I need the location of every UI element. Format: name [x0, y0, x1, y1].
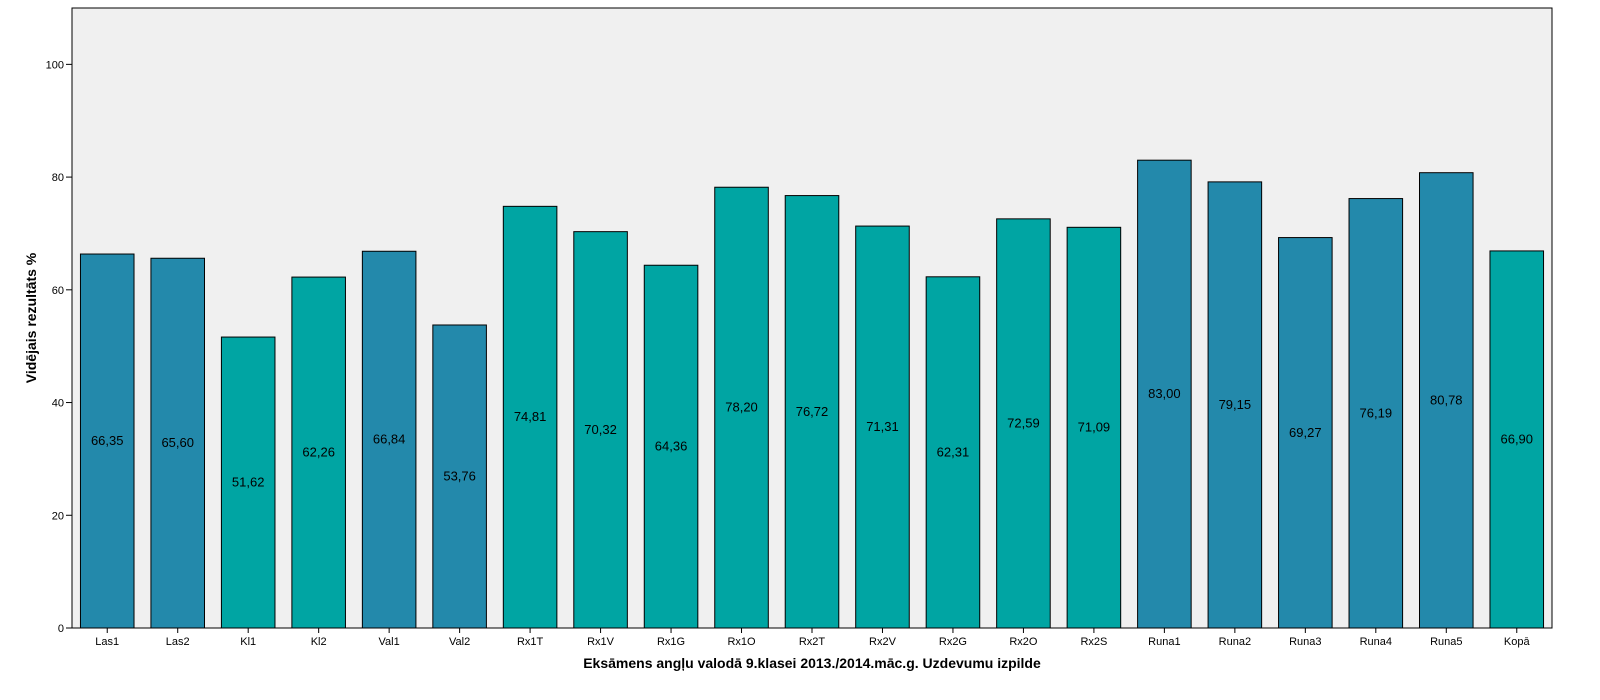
x-tick-label: Kl2 [311, 636, 327, 648]
bar [714, 186, 769, 629]
data-label: 79,15 [1219, 397, 1252, 412]
x-tick-label: Kopā [1504, 636, 1531, 648]
x-tick-label: Runa1 [1148, 636, 1180, 648]
data-label: 74,81 [514, 409, 547, 424]
data-label: 83,00 [1148, 386, 1181, 401]
x-tick-label: Val2 [449, 636, 470, 648]
x-tick-label: Rx2T [799, 636, 826, 648]
data-label: 66,84 [373, 432, 406, 447]
data-label: 72,59 [1007, 415, 1040, 430]
x-tick-label: Rx2S [1080, 636, 1107, 648]
bar [855, 225, 910, 629]
x-tick-label: Runa4 [1360, 636, 1392, 648]
x-tick-label: Rx2V [869, 636, 897, 648]
bar [996, 218, 1051, 629]
data-label: 53,76 [443, 468, 476, 483]
data-label: 76,72 [796, 404, 829, 419]
data-label: 76,19 [1360, 405, 1393, 420]
data-label: 70,32 [584, 422, 617, 437]
x-axis: Las1 Las2 Kl1 Kl2 Val1 Val2 Rx1T Rx1V Rx1G Rx1O Rx… [95, 628, 1530, 648]
x-tick-label: Rx2O [1009, 636, 1038, 648]
bar [573, 231, 628, 629]
data-label: 78,20 [725, 400, 758, 415]
y-tick-label: 80 [52, 172, 64, 184]
x-tick-label: Val1 [379, 636, 400, 648]
data-label: 71,31 [866, 419, 899, 434]
data-label: 62,31 [937, 444, 970, 459]
y-axis: 0 20 40 60 80 100 [46, 59, 72, 635]
bar [925, 276, 981, 629]
bar [1489, 250, 1545, 629]
data-label: 51,62 [232, 475, 265, 490]
x-tick-label: Kl1 [240, 636, 256, 648]
bar [361, 250, 417, 629]
data-label: 65,60 [161, 435, 194, 450]
x-axis-title: Eksāmens angļu valodā 9.klasei 2013./201… [583, 655, 1041, 671]
x-tick-label: Rx1V [587, 636, 615, 648]
bar [79, 253, 135, 629]
data-label: 66,35 [91, 433, 124, 448]
data-label: 66,90 [1500, 431, 1533, 446]
bar [1137, 159, 1192, 629]
x-tick-label: Rx1T [517, 636, 544, 648]
bar [643, 264, 699, 629]
bar [432, 324, 487, 629]
x-tick-label: Runa5 [1430, 636, 1462, 648]
bar [220, 336, 276, 629]
y-axis-title: Vidējais rezultāts % [23, 252, 39, 383]
y-tick-label: 20 [52, 510, 64, 522]
y-tick-label: 60 [52, 285, 64, 297]
bar [1066, 226, 1122, 629]
x-tick-label: Rx1G [657, 636, 685, 648]
bar [291, 276, 346, 629]
x-tick-label: Rx2G [939, 636, 967, 648]
bar [1348, 198, 1404, 629]
y-tick-label: 40 [52, 398, 64, 410]
x-tick-label: Las2 [166, 636, 190, 648]
data-label: 80,78 [1430, 392, 1463, 407]
x-tick-label: Rx1O [727, 636, 756, 648]
bar [1278, 237, 1333, 629]
bars-group: 66,35 65,60 51,62 62,26 66,84 53,76 74,81 70,32… [79, 159, 1545, 629]
data-label: 69,27 [1289, 425, 1322, 440]
data-label: 62,26 [302, 445, 335, 460]
data-label: 64,36 [655, 439, 688, 454]
y-tick-label: 0 [58, 623, 64, 635]
bar [1419, 172, 1474, 629]
x-tick-label: Runa2 [1219, 636, 1251, 648]
y-tick-label: 100 [46, 59, 64, 71]
x-tick-label: Runa3 [1289, 636, 1321, 648]
bar [150, 257, 205, 629]
data-label: 71,09 [1078, 420, 1111, 435]
x-tick-label: Las1 [95, 636, 119, 648]
bar [1207, 181, 1263, 629]
